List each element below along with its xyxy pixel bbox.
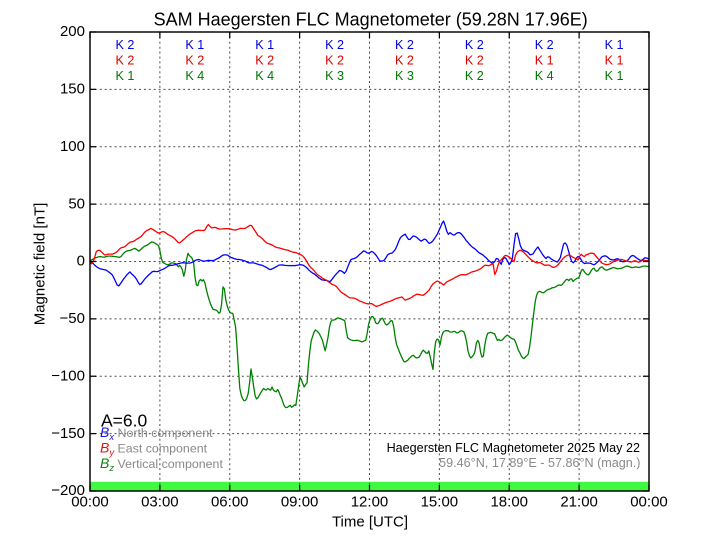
svg-text:K 2: K 2: [465, 53, 484, 67]
svg-text:−150: −150: [51, 425, 85, 442]
svg-text:SAM Haegersten FLC Magnetomete: SAM Haegersten FLC Magnetometer (59.28N …: [154, 10, 588, 30]
svg-text:K 2: K 2: [465, 38, 484, 52]
svg-text:00:00: 00:00: [71, 494, 109, 511]
svg-text:K 2: K 2: [325, 38, 344, 52]
svg-text:K 1: K 1: [535, 53, 554, 67]
svg-text:K 2: K 2: [535, 38, 554, 52]
svg-text:100: 100: [60, 138, 85, 155]
svg-text:Haegersten FLC Magnetometer 20: Haegersten FLC Magnetometer 2025 May 22: [387, 441, 640, 455]
svg-text:K 2: K 2: [255, 53, 274, 67]
svg-text:09:00: 09:00: [281, 494, 319, 511]
svg-text:K 2: K 2: [115, 53, 134, 67]
svg-text:K 1: K 1: [605, 38, 624, 52]
svg-text:Vertical component: Vertical component: [118, 457, 224, 471]
svg-text:K 2: K 2: [395, 38, 414, 52]
svg-text:18:00: 18:00: [490, 494, 528, 511]
svg-text:12:00: 12:00: [351, 494, 389, 511]
svg-text:K 3: K 3: [325, 69, 344, 83]
svg-text:150: 150: [60, 81, 85, 98]
svg-text:03:00: 03:00: [141, 494, 179, 511]
svg-text:−200: −200: [51, 482, 85, 499]
svg-text:K 2: K 2: [395, 53, 414, 67]
svg-text:Time [UTC]: Time [UTC]: [332, 514, 408, 531]
svg-text:K 2: K 2: [325, 53, 344, 67]
svg-text:K 1: K 1: [115, 69, 134, 83]
svg-text:50: 50: [68, 195, 85, 212]
svg-text:K 2: K 2: [115, 38, 134, 52]
svg-text:Magnetic field [nT]: Magnetic field [nT]: [32, 203, 49, 326]
svg-text:00:00: 00:00: [630, 494, 668, 511]
svg-text:East component: East component: [118, 442, 208, 456]
svg-text:A=6.0: A=6.0: [101, 410, 147, 430]
svg-text:−100: −100: [51, 367, 85, 384]
svg-text:−50: −50: [60, 310, 85, 327]
svg-text:59.46°N, 17.89°E - 57.86°N (ma: 59.46°N, 17.89°E - 57.86°N (magn.): [439, 456, 640, 470]
svg-text:K 2: K 2: [465, 69, 484, 83]
svg-text:K 1: K 1: [185, 38, 204, 52]
svg-text:K 1: K 1: [255, 38, 274, 52]
svg-text:North component: North component: [118, 426, 214, 440]
svg-text:06:00: 06:00: [211, 494, 249, 511]
svg-text:200: 200: [60, 23, 85, 40]
svg-text:K 1: K 1: [605, 53, 624, 67]
svg-text:15:00: 15:00: [421, 494, 459, 511]
svg-text:21:00: 21:00: [560, 494, 598, 511]
svg-text:K 4: K 4: [535, 69, 554, 83]
svg-text:K 4: K 4: [255, 69, 274, 83]
svg-text:0: 0: [77, 253, 85, 270]
svg-text:K 4: K 4: [185, 69, 204, 83]
svg-text:K 1: K 1: [605, 69, 624, 83]
svg-text:K 2: K 2: [185, 53, 204, 67]
svg-text:K 3: K 3: [395, 69, 414, 83]
